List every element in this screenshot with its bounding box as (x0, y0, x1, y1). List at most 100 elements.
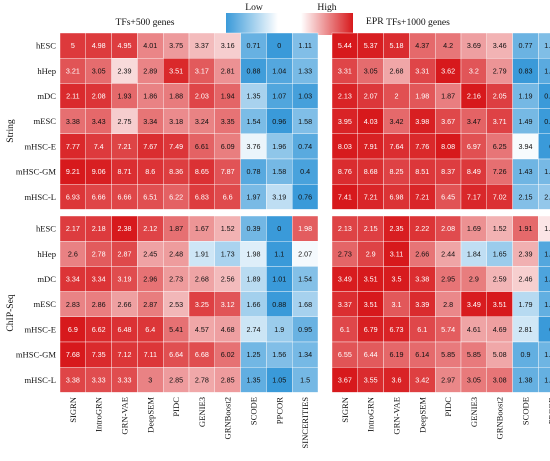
heatmap-cell (85, 215, 112, 242)
heatmap-cell (188, 133, 215, 160)
cell-value: 7.17 (467, 192, 481, 201)
cell-value: 0.96 (272, 117, 286, 126)
heatmap-cell (85, 183, 112, 210)
cell-value: 1.33 (298, 66, 312, 75)
row-label: mDC (37, 274, 56, 284)
heatmap-cell (85, 158, 112, 185)
cell-value: 7.26 (493, 167, 507, 176)
column-label: GRNBoost2 (495, 397, 505, 440)
heatmap-cell (331, 158, 358, 185)
cell-value: 3.21 (66, 66, 80, 75)
cell-value: 3.17 (195, 66, 209, 75)
row-label: hHep (37, 249, 56, 259)
cell-value: 1.89 (247, 275, 261, 284)
cell-value: 0.4 (300, 167, 310, 176)
heatmap-cell (512, 83, 539, 109)
cell-value: 3.25 (195, 300, 209, 309)
cell-value: 3.37 (195, 41, 209, 50)
heatmap-cell (162, 266, 190, 292)
heatmap-cell (435, 183, 462, 210)
row-label: mHSC-E (24, 141, 56, 151)
heatmap-cell (162, 215, 190, 242)
cell-value: 6.62 (92, 325, 106, 334)
heatmap-cell (383, 341, 410, 368)
heatmap-cell (512, 158, 539, 185)
heatmap-cell (357, 183, 384, 210)
cell-value: 8.76 (338, 167, 352, 176)
cell-value: 3.33 (92, 375, 106, 384)
row-label: mDC (37, 91, 56, 101)
group-label-string: String (5, 119, 16, 143)
heatmap-cell (214, 183, 241, 210)
cell-value: 2.45 (143, 249, 157, 258)
heatmap-cell (137, 291, 164, 318)
cell-value: 2.78 (195, 375, 209, 384)
cell-value: 2.85 (169, 375, 183, 384)
cell-value: 3.5 (392, 275, 402, 284)
cell-value: 3.35 (221, 117, 235, 126)
cell-value: 2.78 (92, 249, 106, 258)
cell-value: 2.68 (195, 275, 209, 284)
cell-value: 2.89 (143, 66, 157, 75)
cell-value: 1.68 (298, 300, 312, 309)
cell-value: 4.03 (364, 117, 378, 126)
cell-value: 3.67 (338, 375, 352, 384)
heatmap-cell (137, 341, 164, 368)
cell-value: 0.83 (519, 66, 533, 75)
cell-value: 0.95 (298, 325, 312, 334)
cell-value: 6.14 (415, 350, 429, 359)
heatmap-cell (162, 183, 190, 210)
cell-value: 1.1 (274, 249, 284, 258)
cell-value: 0.71 (247, 41, 261, 50)
cell-value: 7.02 (493, 192, 507, 201)
cell-value: 1.58 (272, 167, 286, 176)
cell-value: 3.46 (493, 41, 507, 50)
column-label: DeepSEM (145, 397, 155, 433)
heatmap-cell (292, 158, 319, 185)
legend-high-bar (301, 13, 353, 35)
cell-value: 3.11 (390, 249, 403, 258)
heatmap-cell (435, 341, 462, 368)
cell-value: 3.34 (66, 275, 80, 284)
heatmap-cell (383, 367, 410, 393)
heatmap-cell (214, 215, 241, 242)
heatmap-cell (188, 341, 215, 368)
panel-title-right: TFs+1000 genes (386, 17, 450, 28)
cell-value: 2.8 (443, 300, 453, 309)
heatmap-cell (331, 291, 358, 318)
cell-value: 6.19 (390, 350, 404, 359)
cell-value: 1.79 (519, 300, 533, 309)
heatmap-cell (435, 266, 462, 292)
cell-value: 2.05 (493, 92, 507, 101)
cell-value: 3.05 (467, 375, 481, 384)
cell-value: 6.51 (143, 192, 157, 201)
cell-value: 8.65 (195, 167, 209, 176)
cell-value: 2.44 (441, 249, 455, 258)
cell-value: 2.59 (493, 275, 507, 284)
cell-value: 2.48 (169, 249, 183, 258)
heatmap-cell (59, 108, 86, 134)
row-label: mHSC-L (24, 375, 56, 385)
heatmap-cell (435, 108, 462, 134)
heatmap-cell (292, 316, 319, 343)
cell-value: 4.68 (221, 325, 235, 334)
cell-value: 1.96 (272, 142, 286, 151)
cell-value: 1.5 (300, 375, 310, 384)
cell-value: 1.97 (247, 192, 261, 201)
cell-value: 5.41 (169, 325, 183, 334)
cell-value: 6.25 (493, 142, 507, 151)
cell-value: 5.08 (493, 350, 507, 359)
cell-value: 3.2 (469, 66, 479, 75)
cell-value: 1.17 (544, 350, 550, 359)
cell-value: 3.75 (169, 41, 183, 50)
cell-value: 4.57 (195, 325, 209, 334)
heatmap-cell (357, 291, 384, 318)
heatmap-cell (188, 266, 215, 292)
heatmap-cell (111, 83, 138, 109)
color-legend: Low High EPR (226, 2, 384, 35)
heatmap-cell (85, 58, 112, 84)
cell-value: 7.68 (66, 350, 80, 359)
heatmap-cell (292, 108, 319, 134)
cell-value: 6.66 (118, 192, 132, 201)
legend-low-label: Low (245, 2, 263, 13)
